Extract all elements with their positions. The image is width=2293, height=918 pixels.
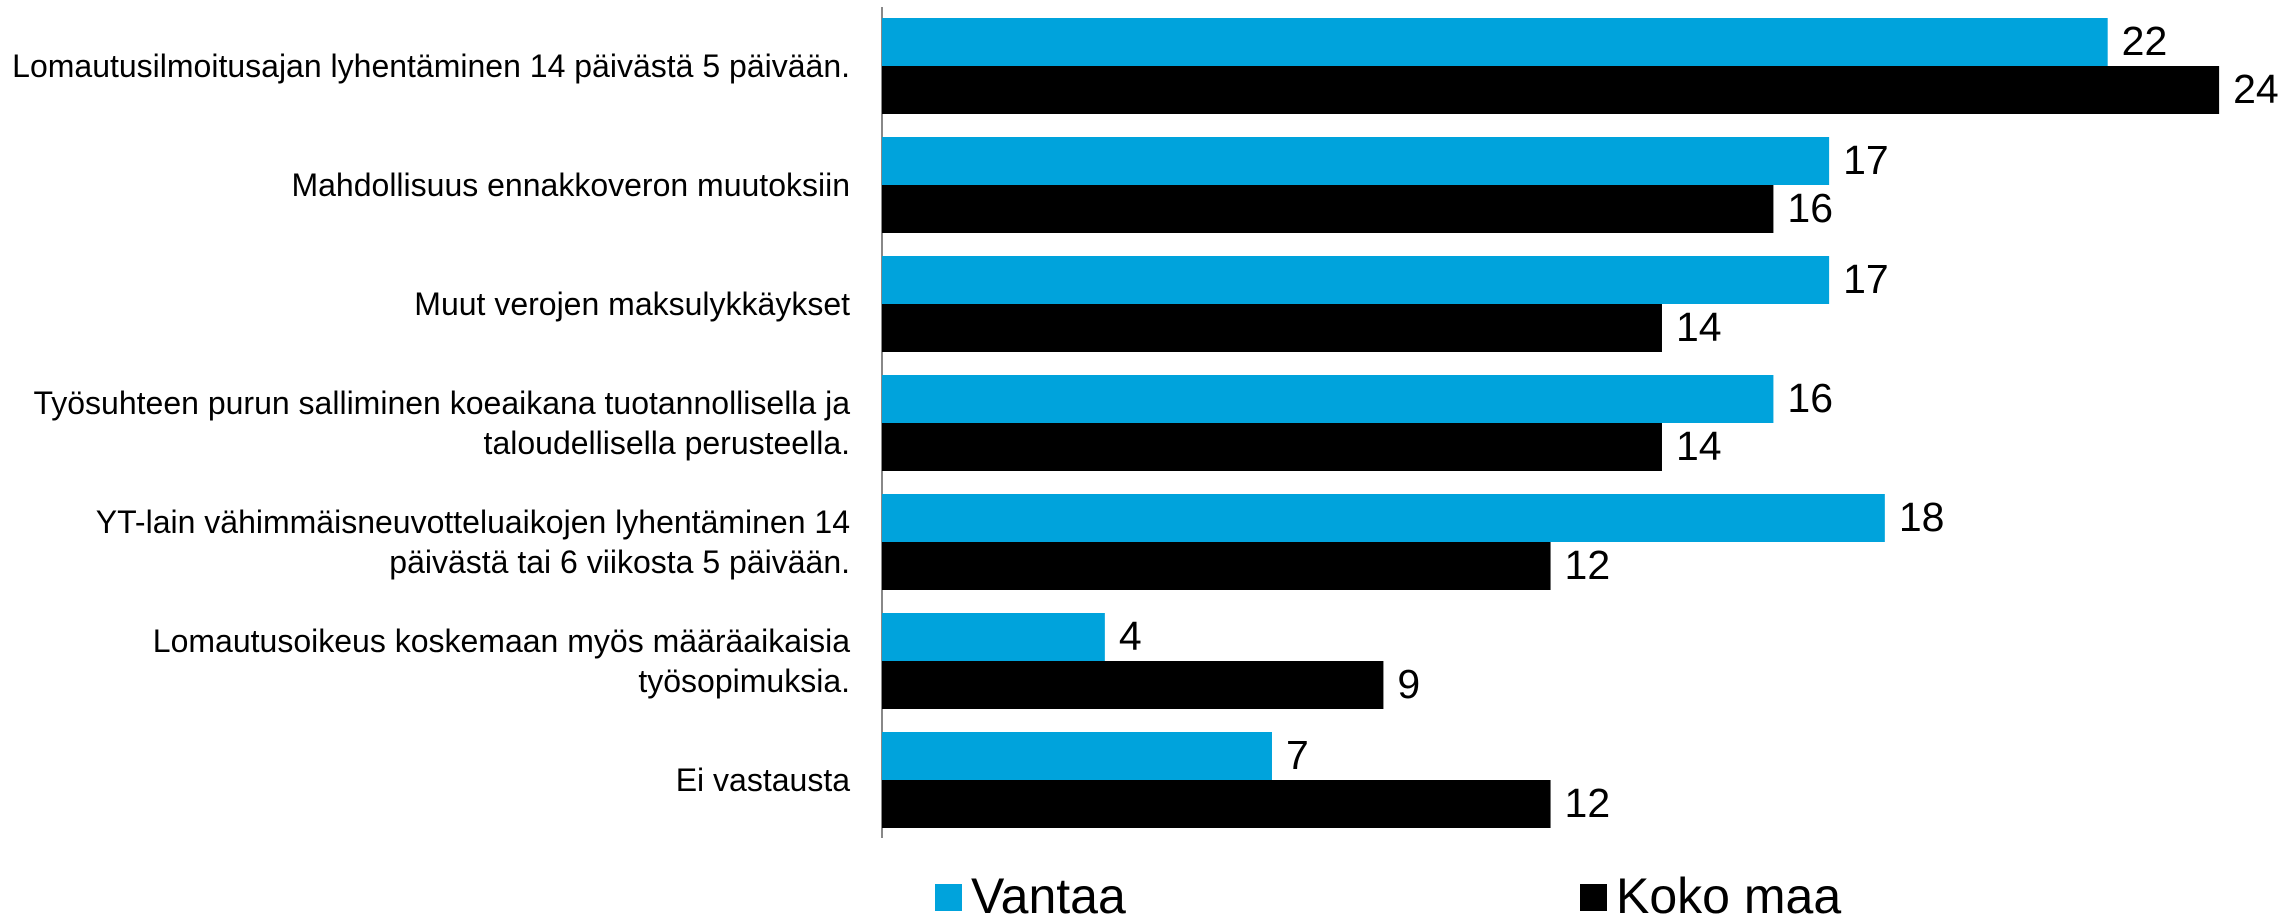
bar: [882, 613, 1105, 661]
value-label: 4: [1119, 613, 1142, 659]
bar: [882, 66, 2220, 114]
value-label: 16: [1787, 375, 1833, 421]
legend-swatch: [1580, 884, 1607, 911]
value-label: 12: [1565, 780, 1611, 826]
bar: [882, 18, 2108, 66]
value-label: 17: [1843, 256, 1889, 302]
category-label: Mahdollisuus ennakkoveron muutoksiin: [291, 167, 850, 203]
legend-swatch: [935, 884, 962, 911]
category-label: Lomautusoikeus koskemaan myös määräaikai…: [152, 623, 850, 699]
category-label: YT-lain vähimmäisneuvotteluaikojen lyhen…: [95, 504, 850, 580]
category-label: Ei vastausta: [675, 762, 850, 798]
bar: [882, 542, 1551, 590]
bar: [882, 256, 1830, 304]
value-label: 24: [2233, 66, 2279, 112]
legend-label: Koko maa: [1616, 868, 1841, 918]
value-label: 18: [1899, 494, 1945, 540]
value-label: 7: [1286, 732, 1309, 778]
value-label: 14: [1676, 304, 1722, 350]
category-label: Työsuhteen purun salliminen koeaikana tu…: [33, 385, 850, 461]
bar: [882, 304, 1662, 352]
category-label: Muut verojen maksulykkäykset: [414, 286, 850, 322]
bar: [882, 137, 1830, 185]
bar: [882, 494, 1885, 542]
category-label: Lomautusilmoitusajan lyhentäminen 14 päi…: [12, 48, 850, 84]
value-label: 9: [1397, 661, 1420, 707]
value-label: 17: [1843, 137, 1889, 183]
bar: [882, 375, 1774, 423]
value-label: 16: [1787, 185, 1833, 231]
value-label: 22: [2122, 18, 2168, 64]
bar: [882, 661, 1384, 709]
bar: [882, 780, 1551, 828]
legend-label: Vantaa: [971, 868, 1126, 918]
bar: [882, 185, 1774, 233]
bar: [882, 423, 1662, 471]
value-label: 14: [1676, 423, 1722, 469]
bar: [882, 732, 1272, 780]
value-label: 12: [1565, 542, 1611, 588]
